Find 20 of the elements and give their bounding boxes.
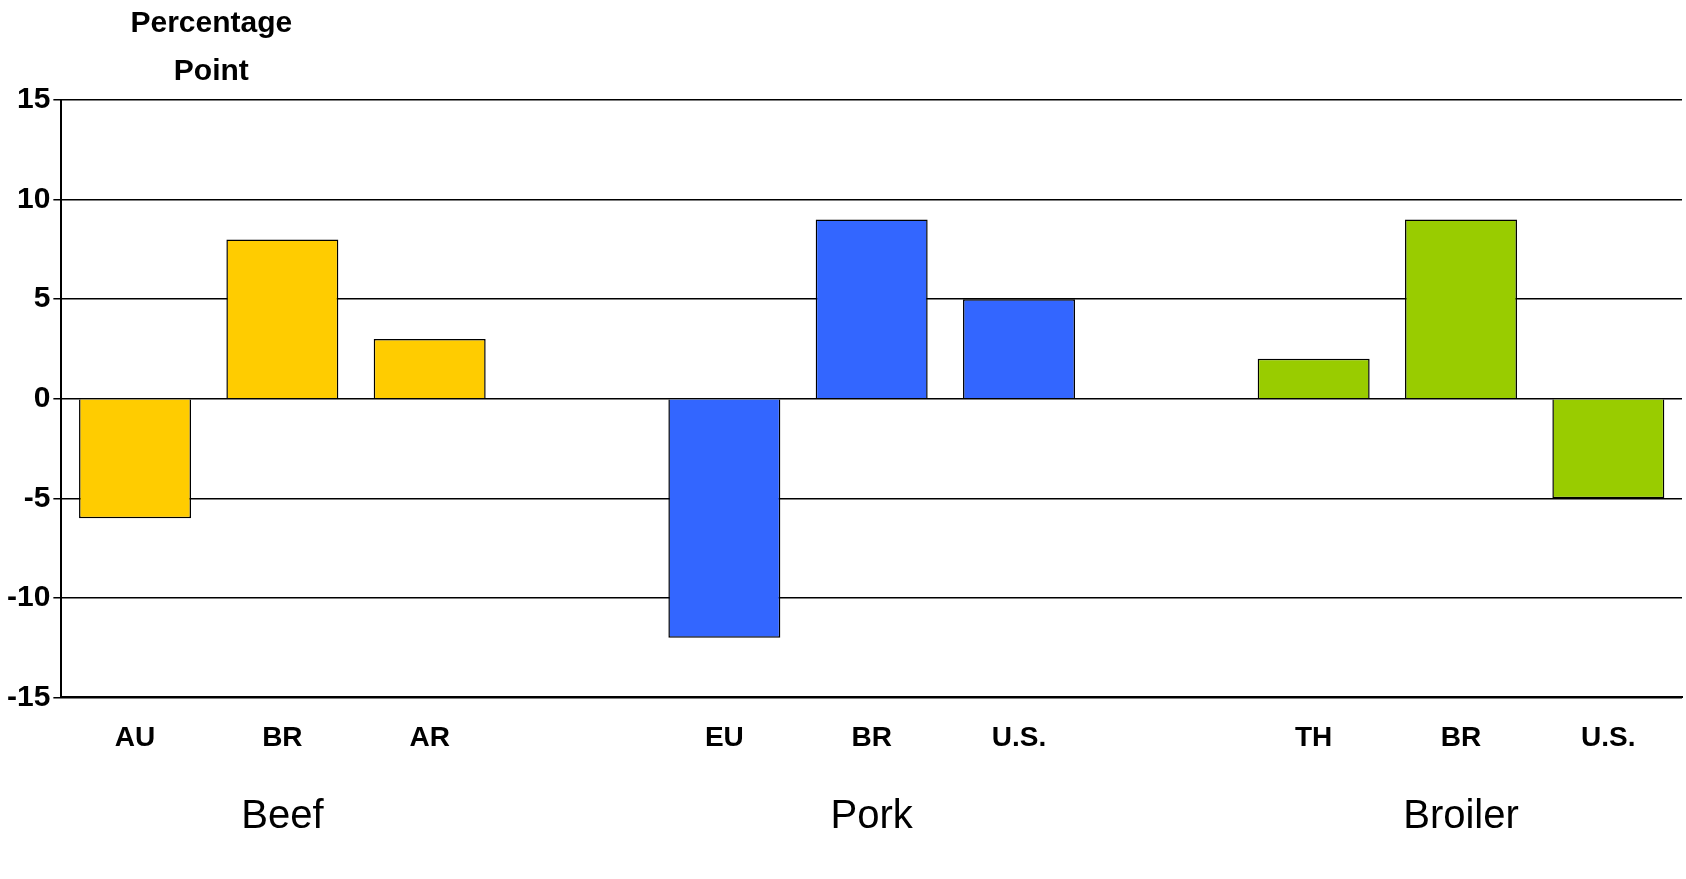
- y-tick-label: -5: [23, 479, 51, 513]
- x-tick-label: AR: [409, 720, 450, 752]
- x-tick-label: BR: [262, 720, 303, 752]
- x-tick-label: U.S.: [991, 720, 1047, 752]
- y-tick-label: 15: [16, 81, 51, 115]
- y-tick-label: 10: [16, 180, 51, 214]
- y-tick-label: 5: [33, 280, 51, 314]
- x-tick-label: TH: [1295, 720, 1333, 752]
- x-tick-label: AU: [114, 720, 156, 752]
- text: Broiler: [1403, 792, 1519, 837]
- x-tick-label: BR: [851, 720, 892, 752]
- y-axis-title: Percentage Point: [130, 5, 293, 87]
- text: Pork: [830, 792, 914, 837]
- x-tick-label: EU: [704, 720, 744, 752]
- y-tick-label: -10: [7, 579, 51, 613]
- y-tick-label: 0: [33, 379, 51, 413]
- text: Beef: [241, 792, 325, 837]
- x-tick-label: U.S.: [1581, 720, 1636, 752]
- y-tick-label: -15: [7, 678, 51, 712]
- x-tick-label: BR: [1440, 720, 1482, 752]
